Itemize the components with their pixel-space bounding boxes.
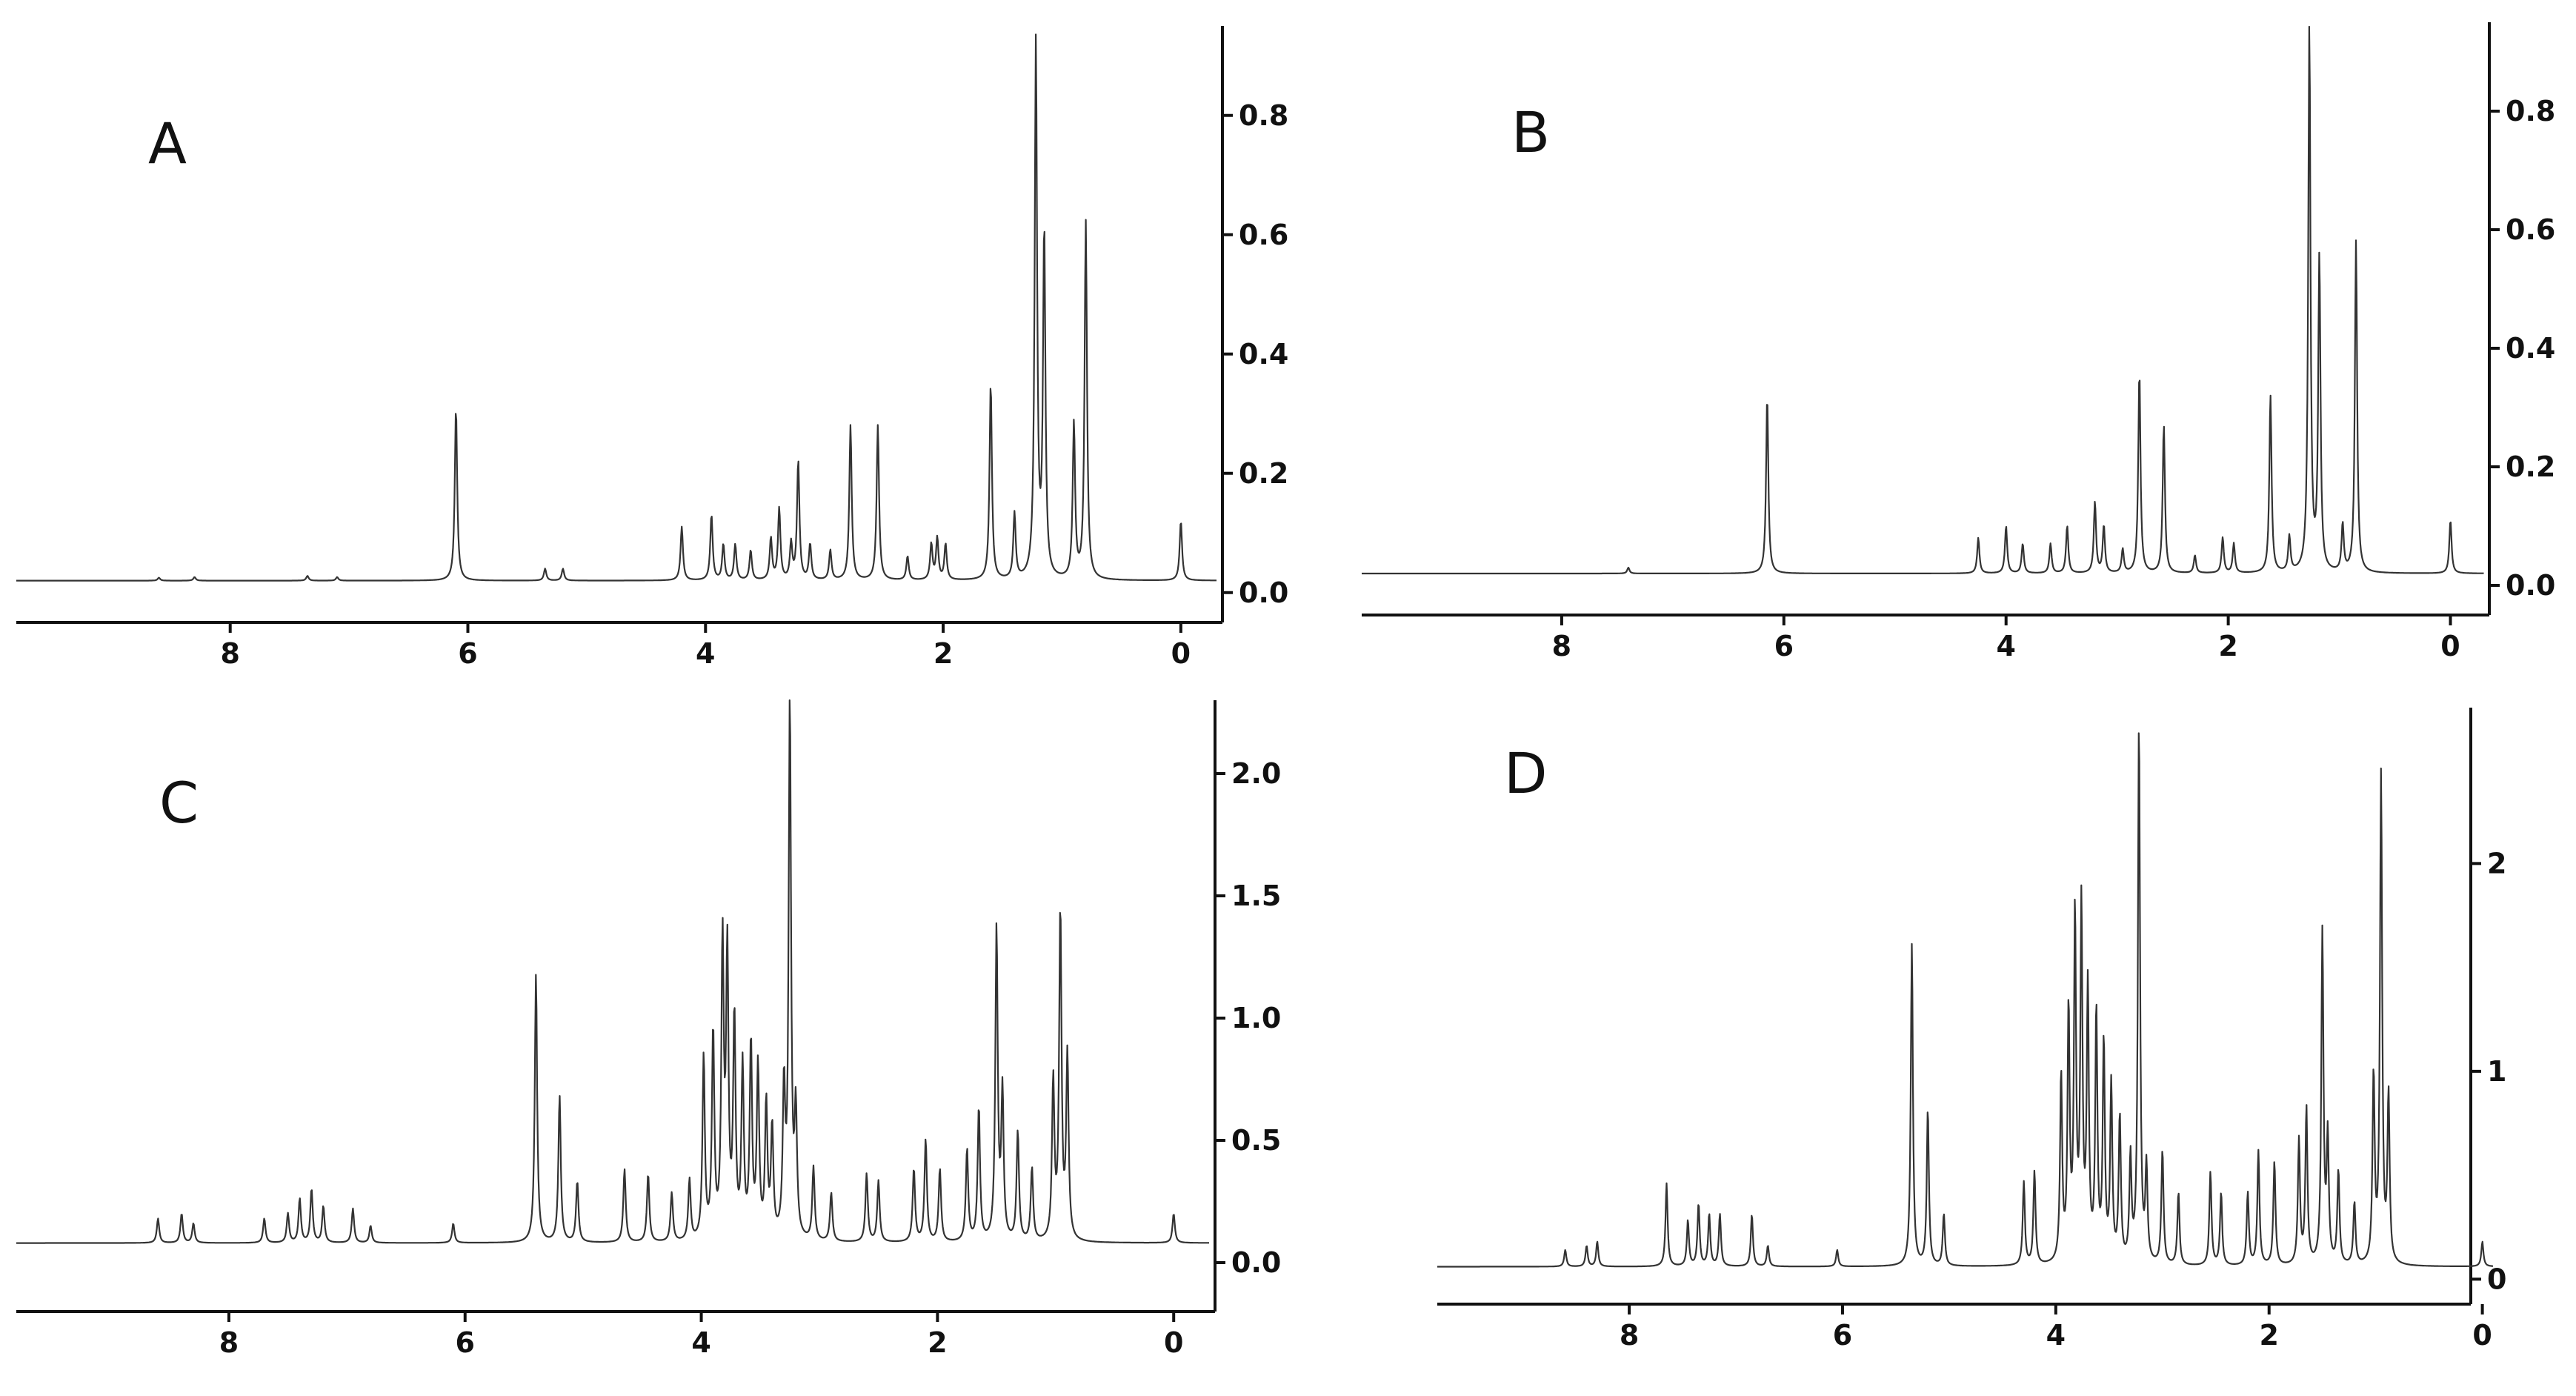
x-tick-label: 4: [696, 637, 715, 670]
panel-label: B: [1511, 99, 1550, 165]
y-tick-label: 0.2: [1239, 457, 1288, 490]
y-tick-label: 0: [2487, 1263, 2506, 1295]
x-tick-label: 4: [1996, 630, 2015, 662]
y-tick-label: 0.4: [2506, 332, 2555, 365]
x-tick-label: 0: [1164, 1326, 1183, 1359]
spectrum-line: [16, 33, 1217, 582]
y-tick-label: 0.2: [2506, 451, 2555, 483]
y-tick-label: 0.8: [2506, 95, 2555, 127]
x-tick-label: 4: [2046, 1319, 2066, 1352]
panel-label: D: [1504, 740, 1548, 806]
x-tick-label: 2: [2260, 1319, 2279, 1352]
x-tick-label: 4: [691, 1326, 710, 1359]
spectrum-panel-c: C 8 6 4 2 0 0.0 0.5 1.0 1.5 2.0: [16, 699, 1281, 1359]
spectrum-panel-b: B 8 6 4 2 0 0.0 0.2 0.4 0.6 0.8: [1361, 22, 2555, 662]
y-tick-label: 0.5: [1231, 1124, 1281, 1157]
y-tick-label: 0.0: [1231, 1246, 1281, 1279]
panel-label: A: [148, 110, 187, 176]
y-tick-label: 1.0: [1231, 1002, 1281, 1034]
panel-label: C: [159, 770, 199, 836]
x-tick-label: 2: [928, 1326, 947, 1359]
y-tick-label: 0.0: [2506, 569, 2555, 602]
y-tick-label: 1: [2487, 1055, 2506, 1088]
x-tick-label: 8: [220, 637, 239, 670]
x-tick-label: 2: [2218, 630, 2237, 662]
spectrum-line: [1361, 25, 2484, 575]
y-tick-label: 0.4: [1239, 338, 1288, 370]
x-tick-label: 8: [1620, 1319, 1639, 1352]
spectrum-line: [16, 699, 1210, 1244]
y-tick-label: 0.6: [1239, 219, 1288, 251]
x-tick-label: 8: [219, 1326, 239, 1359]
x-tick-label: 6: [456, 1326, 475, 1359]
x-tick-label: 0: [1171, 637, 1191, 670]
y-tick-label: 2.0: [1231, 757, 1281, 790]
spectrum-panel-d: D 8 6 4 2 0 0 1 2: [1437, 708, 2506, 1352]
y-tick-label: 0.0: [1239, 576, 1288, 609]
x-tick-label: 6: [1833, 1319, 1852, 1352]
y-tick-label: 0.6: [2506, 213, 2555, 246]
x-tick-label: 6: [1774, 630, 1794, 662]
x-tick-label: 6: [458, 637, 477, 670]
spectrum-line: [1437, 732, 2494, 1268]
y-tick-label: 0.8: [1239, 99, 1288, 132]
x-tick-label: 0: [2440, 630, 2460, 662]
x-tick-label: 8: [1552, 630, 1571, 662]
y-tick-label: 2: [2487, 847, 2506, 880]
spectrum-panel-a: A 8 6 4 2 0 0.0 0.2 0.4 0.6 0.8: [16, 26, 1288, 670]
y-tick-label: 1.5: [1231, 880, 1281, 912]
x-tick-label: 0: [2472, 1319, 2492, 1352]
x-tick-label: 2: [933, 637, 953, 670]
